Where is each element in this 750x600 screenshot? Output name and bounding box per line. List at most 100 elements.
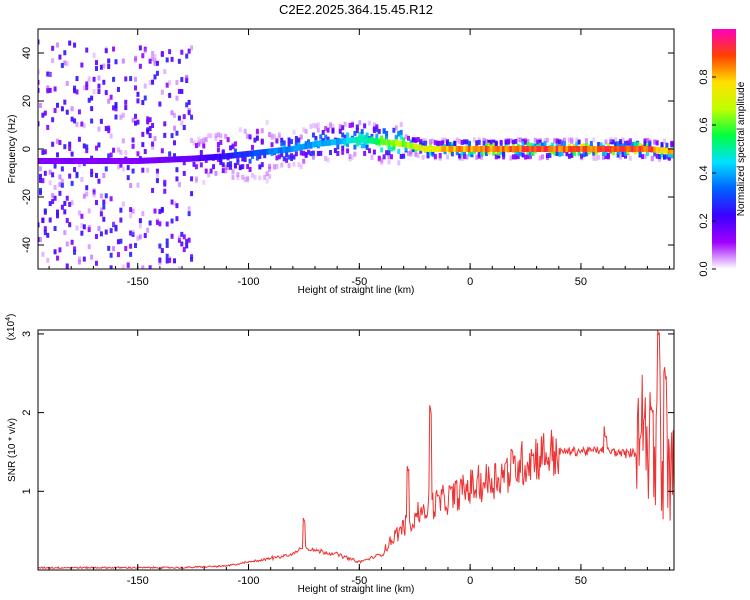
heatmap-cell: [329, 150, 333, 156]
heatmap-cell: [487, 149, 491, 155]
heatmap-ridge-cell: [146, 157, 150, 164]
heatmap-cell: [404, 134, 408, 140]
heatmap-ridge-cell: [438, 146, 442, 152]
heatmap-cell: [619, 139, 623, 145]
heatmap-cell: [177, 182, 181, 188]
heatmap-ridge-cell: [387, 139, 391, 146]
heatmap-cell: [112, 76, 116, 82]
heatmap-cell: [102, 173, 106, 179]
heatmap-cell: [370, 133, 374, 139]
heatmap-cell: [168, 257, 172, 263]
heatmap-cell: [302, 158, 306, 164]
heatmap-cell: [70, 200, 74, 206]
heatmap-ridge-cell: [531, 146, 535, 152]
heatmap-cell: [204, 168, 208, 174]
heatmap-cell: [102, 216, 106, 222]
heatmap-cell: [119, 162, 123, 168]
heatmap-cell: [116, 252, 120, 258]
heatmap-ridge-cell: [329, 139, 333, 146]
heatmap-ridge-cell: [560, 146, 564, 152]
heatmap-cell: [68, 201, 72, 207]
heatmap-cell: [95, 65, 99, 71]
heatmap-ridge-cell: [304, 143, 308, 150]
heatmap-cell: [667, 151, 671, 157]
heatmap-cell: [438, 155, 442, 161]
heatmap-ridge-cell: [650, 146, 654, 153]
bottom-y-tick-label: 2: [21, 410, 33, 416]
heatmap-cell: [638, 143, 642, 149]
heatmap-cell: [360, 143, 364, 149]
heatmap-cell: [506, 138, 510, 144]
heatmap-cell: [343, 121, 347, 127]
heatmap-cell: [255, 128, 259, 134]
heatmap-cell: [165, 221, 169, 227]
heatmap-cell: [175, 203, 179, 209]
heatmap-cell: [538, 155, 542, 161]
heatmap-cell: [372, 128, 376, 134]
heatmap-cell: [43, 208, 47, 214]
heatmap-cell: [204, 137, 208, 143]
heatmap-cell: [285, 157, 289, 163]
heatmap-cell: [509, 138, 513, 144]
heatmap-ridge-cell: [453, 146, 457, 152]
heatmap-cell: [355, 141, 359, 147]
heatmap-ridge-cell: [80, 158, 84, 164]
heatmap-cell: [499, 139, 503, 145]
heatmap-cell: [46, 124, 50, 130]
heatmap-cell: [514, 138, 518, 144]
heatmap-cell: [314, 135, 318, 141]
heatmap-cell: [116, 86, 120, 92]
heatmap-ridge-cell: [621, 146, 625, 152]
heatmap-ridge-cell: [653, 146, 657, 153]
heatmap-cell: [450, 151, 454, 157]
heatmap-ridge-cell: [311, 141, 315, 148]
heatmap-ridge-cell: [277, 147, 281, 154]
heatmap-cell: [199, 162, 203, 168]
heatmap-cell: [97, 83, 101, 89]
heatmap-cell: [43, 149, 47, 155]
heatmap-cell: [299, 164, 303, 170]
heatmap-cell: [399, 129, 403, 135]
heatmap-cell: [553, 150, 557, 156]
heatmap-cell: [270, 142, 274, 148]
heatmap-cell: [138, 218, 142, 224]
heatmap-cell: [304, 128, 308, 134]
heatmap-cell: [480, 154, 484, 160]
heatmap-cell: [360, 133, 364, 139]
heatmap-cell: [192, 140, 196, 146]
heatmap-cell: [92, 52, 96, 58]
heatmap-ridge-cell: [319, 140, 323, 147]
heatmap-cell: [141, 53, 145, 59]
heatmap-cell: [307, 149, 311, 155]
heatmap-ridge-cell: [385, 139, 389, 146]
heatmap-ridge-cell: [575, 146, 579, 152]
heatmap-cell: [516, 137, 520, 143]
heatmap-cell: [365, 141, 369, 147]
heatmap-cell: [187, 110, 191, 116]
heatmap-cell: [263, 153, 267, 159]
heatmap-cell: [428, 150, 432, 156]
heatmap-cell: [346, 148, 350, 154]
heatmap-cell: [528, 151, 532, 157]
heatmap-ridge-cell: [265, 148, 269, 155]
heatmap-cell: [358, 132, 362, 138]
heatmap-cell: [38, 102, 42, 108]
heatmap-cell: [90, 168, 94, 174]
heatmap-cell: [56, 102, 60, 108]
heatmap-cell: [287, 137, 291, 143]
heatmap-ridge-cell: [477, 146, 481, 152]
heatmap-cell: [363, 150, 367, 156]
heatmap-cell: [531, 143, 535, 149]
heatmap-cell: [611, 139, 615, 145]
heatmap-ridge-cell: [294, 145, 298, 152]
spectrogram-panel: -150 -100 -50 0 50 -40 -20 0 20 40 Height of str…: [7, 28, 675, 296]
heatmap-cell: [502, 154, 506, 160]
heatmap-cell: [248, 134, 252, 140]
top-y-tick-label: 40: [21, 47, 33, 59]
heatmap-cell: [104, 48, 108, 54]
heatmap-cell: [475, 154, 479, 160]
heatmap-cell: [558, 151, 562, 157]
heatmap-cell: [168, 92, 172, 98]
heatmap-cells: [38, 39, 674, 269]
